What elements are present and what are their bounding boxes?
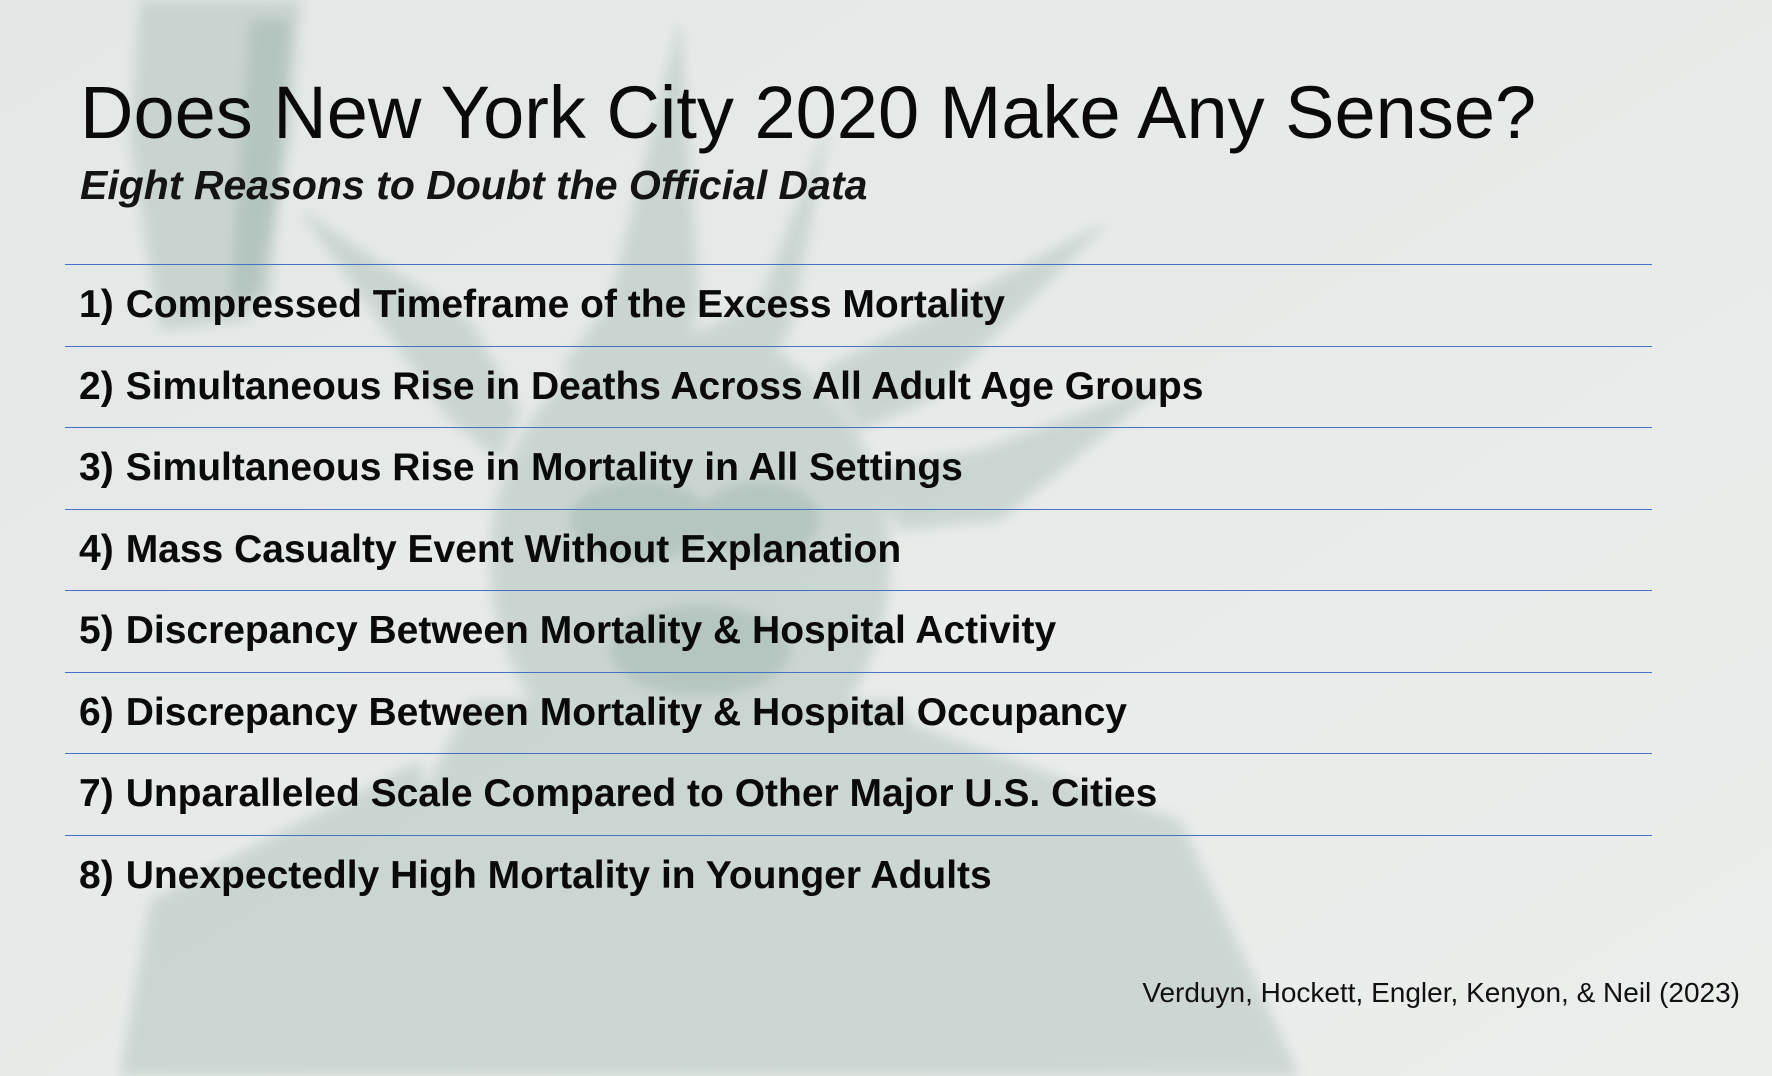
reason-text: Simultaneous Rise in Mortality in All Se…: [125, 446, 963, 490]
reasons-list: 1) Compressed Timeframe of the Excess Mo…: [65, 264, 1652, 916]
reason-item-7: 7) Unparalleled Scale Compared to Other …: [65, 754, 1652, 836]
reason-item-5: 5) Discrepancy Between Mortality & Hospi…: [65, 591, 1652, 673]
reason-item-1: 1) Compressed Timeframe of the Excess Mo…: [65, 265, 1652, 347]
reason-text: Discrepancy Between Mortality & Hospital…: [125, 609, 1057, 653]
reason-number: 7): [79, 772, 114, 816]
reason-item-4: 4) Mass Casualty Event Without Explanati…: [65, 510, 1652, 591]
slide-subtitle: Eight Reasons to Doubt the Official Data: [80, 162, 868, 208]
reason-number: 6): [79, 690, 114, 734]
reason-number: 2): [79, 364, 114, 408]
reason-text: Compressed Timeframe of the Excess Morta…: [125, 283, 1005, 327]
reason-number: 5): [79, 609, 114, 653]
reason-text: Simultaneous Rise in Deaths Across All A…: [125, 364, 1204, 408]
reason-item-3: 3) Simultaneous Rise in Mortality in All…: [65, 428, 1652, 510]
slide-title: Does New York City 2020 Make Any Sense?: [80, 71, 1537, 154]
citation: Verduyn, Hockett, Engler, Kenyon, & Neil…: [1142, 977, 1740, 1008]
reason-number: 3): [79, 446, 114, 490]
reason-number: 8): [79, 853, 114, 897]
reason-item-2: 2) Simultaneous Rise in Deaths Across Al…: [65, 347, 1652, 428]
reason-item-8: 8) Unexpectedly High Mortality in Younge…: [65, 836, 1652, 917]
reason-text: Unparalleled Scale Compared to Other Maj…: [125, 772, 1158, 816]
reason-item-6: 6) Discrepancy Between Mortality & Hospi…: [65, 673, 1652, 754]
reason-text: Mass Casualty Event Without Explanation: [125, 527, 902, 571]
reason-text: Unexpectedly High Mortality in Younger A…: [125, 853, 992, 897]
reason-number: 4): [79, 527, 114, 571]
reason-text: Discrepancy Between Mortality & Hospital…: [125, 690, 1127, 734]
reason-number: 1): [79, 283, 114, 327]
